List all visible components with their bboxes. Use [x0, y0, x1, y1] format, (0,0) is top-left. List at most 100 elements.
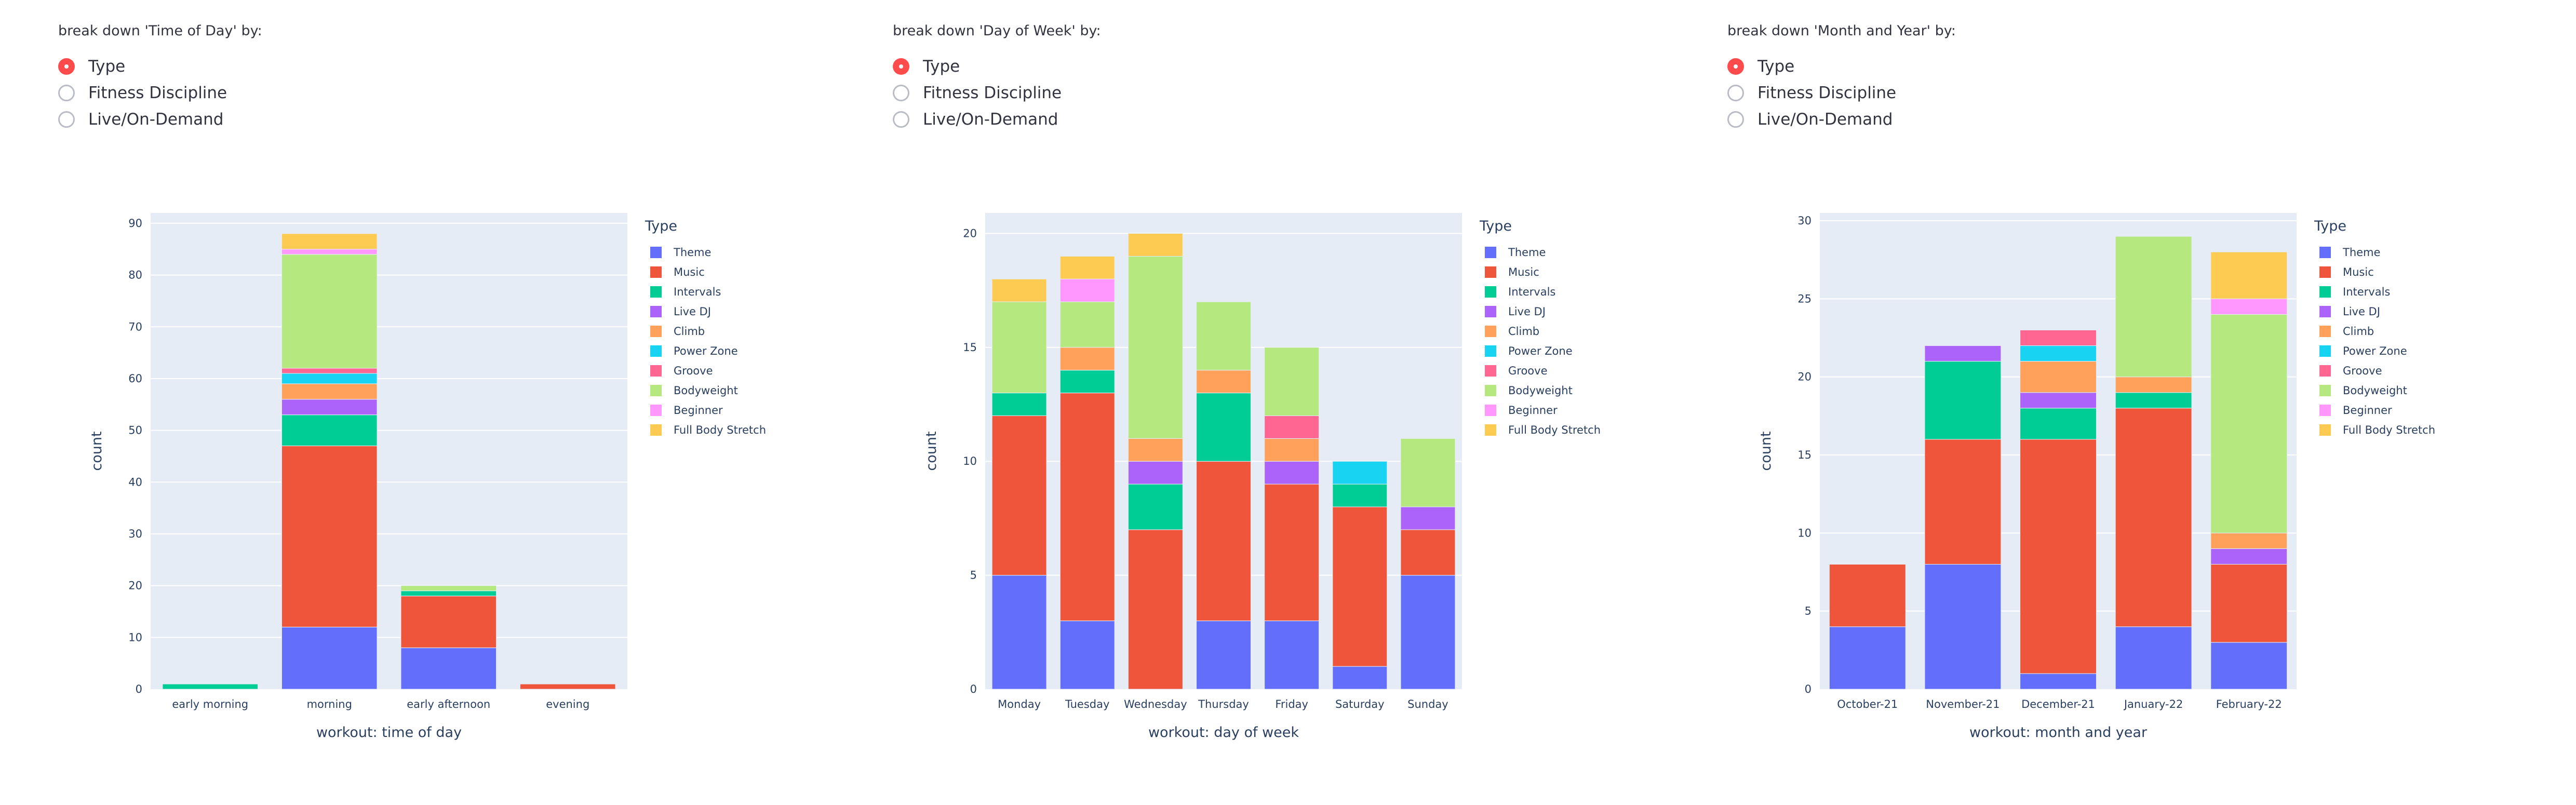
legend-swatch-groove[interactable]	[2319, 365, 2331, 377]
bar-segment-bodyweight[interactable]	[1196, 301, 1251, 371]
legend-swatch-climb[interactable]	[2319, 326, 2331, 337]
legend-swatch-intervals[interactable]	[650, 286, 662, 298]
legend-swatch-groove[interactable]	[1485, 365, 1496, 377]
legend-swatch-full-body-stretch[interactable]	[1485, 424, 1496, 436]
bar-segment-live-dj[interactable]	[1264, 461, 1320, 485]
legend-swatch-intervals[interactable]	[1485, 286, 1496, 298]
legend-swatch-full-body-stretch[interactable]	[2319, 424, 2331, 436]
radio-fitness-discipline[interactable]: Fitness Discipline	[1727, 84, 1896, 102]
legend-item-full-body-stretch[interactable]: Full Body Stretch	[2343, 424, 2435, 436]
bar-segment-live-dj[interactable]	[1400, 506, 1456, 530]
bar-segment-theme[interactable]	[1332, 666, 1388, 690]
legend-item-full-body-stretch[interactable]: Full Body Stretch	[674, 424, 766, 436]
bar-segment-beginner[interactable]	[281, 249, 378, 255]
radio-live-on-demand[interactable]: Live/On-Demand	[1727, 110, 1893, 129]
legend-item-music[interactable]: Music	[2343, 266, 2374, 278]
legend-swatch-beginner[interactable]	[1485, 405, 1496, 416]
bar-segment-theme[interactable]	[2115, 626, 2192, 690]
legend-item-groove[interactable]: Groove	[2343, 365, 2382, 377]
bar-segment-music[interactable]	[1829, 564, 1906, 627]
bar-segment-music[interactable]	[991, 415, 1047, 576]
bar-segment-beginner[interactable]	[1059, 278, 1115, 302]
bar-segment-intervals[interactable]	[1924, 361, 2002, 440]
legend-item-music[interactable]: Music	[1508, 266, 1539, 278]
bar-segment-live-dj[interactable]	[2210, 548, 2288, 565]
legend-item-live-dj[interactable]: Live DJ	[1508, 305, 1546, 318]
bar-segment-live-dj[interactable]	[1924, 345, 2002, 362]
legend-swatch-theme[interactable]	[650, 247, 662, 258]
bar-segment-climb[interactable]	[2020, 361, 2097, 393]
bar-segment-music[interactable]	[1196, 461, 1251, 621]
legend-item-climb[interactable]: Climb	[674, 325, 705, 338]
radio-type[interactable]: Type	[58, 57, 125, 76]
legend-swatch-intervals[interactable]	[2319, 286, 2331, 298]
bar-segment-full-body-stretch[interactable]	[991, 278, 1047, 302]
legend-swatch-power-zone[interactable]	[1485, 345, 1496, 357]
radio-live-on-demand[interactable]: Live/On-Demand	[58, 110, 223, 129]
bar-segment-theme[interactable]	[1924, 564, 2002, 690]
legend-item-intervals[interactable]: Intervals	[1508, 286, 1555, 298]
bar-segment-music[interactable]	[519, 683, 616, 690]
bar-segment-theme[interactable]	[1264, 620, 1320, 690]
bar-segment-full-body-stretch[interactable]	[281, 233, 378, 250]
bar-segment-intervals[interactable]	[162, 683, 259, 690]
bar-segment-intervals[interactable]	[1196, 393, 1251, 462]
bar-segment-climb[interactable]	[1128, 438, 1183, 462]
bar-segment-music[interactable]	[400, 596, 497, 648]
legend-swatch-full-body-stretch[interactable]	[650, 424, 662, 436]
bar-segment-theme[interactable]	[1196, 620, 1251, 690]
legend-swatch-climb[interactable]	[650, 326, 662, 337]
legend-swatch-live-dj[interactable]	[2319, 306, 2331, 317]
bar-segment-beginner[interactable]	[2210, 298, 2288, 315]
legend-item-groove[interactable]: Groove	[1508, 365, 1548, 377]
bar-segment-intervals[interactable]	[991, 393, 1047, 416]
bar-segment-power-zone[interactable]	[1332, 461, 1388, 485]
bar-segment-groove[interactable]	[2020, 329, 2097, 346]
legend-item-beginner[interactable]: Beginner	[674, 404, 723, 417]
legend-item-live-dj[interactable]: Live DJ	[674, 305, 711, 318]
bar-segment-theme[interactable]	[991, 575, 1047, 690]
bar-segment-intervals[interactable]	[400, 591, 497, 597]
bar-segment-music[interactable]	[1128, 529, 1183, 690]
bar-segment-music[interactable]	[2115, 408, 2192, 627]
bar-segment-intervals[interactable]	[1332, 484, 1388, 507]
bar-segment-climb[interactable]	[2210, 532, 2288, 549]
bar-segment-bodyweight[interactable]	[400, 585, 497, 592]
legend-swatch-climb[interactable]	[1485, 326, 1496, 337]
bar-segment-climb[interactable]	[1059, 347, 1115, 371]
bar-segment-theme[interactable]	[1059, 620, 1115, 690]
bar-segment-climb[interactable]	[2115, 377, 2192, 393]
bar-segment-music[interactable]	[2210, 564, 2288, 643]
bar-segment-theme[interactable]	[2020, 673, 2097, 690]
bar-segment-bodyweight[interactable]	[2210, 314, 2288, 533]
legend-swatch-theme[interactable]	[1485, 247, 1496, 258]
legend-swatch-bodyweight[interactable]	[2319, 385, 2331, 396]
legend-swatch-power-zone[interactable]	[2319, 345, 2331, 357]
bar-segment-groove[interactable]	[1264, 415, 1320, 439]
legend-item-beginner[interactable]: Beginner	[2343, 404, 2392, 417]
legend-item-power-zone[interactable]: Power Zone	[2343, 345, 2407, 357]
bar-segment-power-zone[interactable]	[281, 373, 378, 384]
legend-item-bodyweight[interactable]: Bodyweight	[2343, 384, 2407, 397]
bar-segment-climb[interactable]	[281, 383, 378, 400]
bar-segment-full-body-stretch[interactable]	[1128, 233, 1183, 257]
bar-segment-power-zone[interactable]	[2020, 345, 2097, 362]
legend-item-live-dj[interactable]: Live DJ	[2343, 305, 2380, 318]
radio-type[interactable]: Type	[1727, 57, 1794, 76]
bar-segment-intervals[interactable]	[1128, 484, 1183, 530]
bar-segment-music[interactable]	[2020, 439, 2097, 674]
radio-live-on-demand[interactable]: Live/On-Demand	[893, 110, 1058, 129]
legend-item-power-zone[interactable]: Power Zone	[1508, 345, 1573, 357]
legend-item-intervals[interactable]: Intervals	[674, 286, 721, 298]
bar-segment-music[interactable]	[1264, 484, 1320, 621]
bar-segment-music[interactable]	[1400, 529, 1456, 576]
bar-segment-music[interactable]	[1059, 393, 1115, 621]
bar-segment-bodyweight[interactable]	[991, 301, 1047, 394]
radio-type[interactable]: Type	[893, 57, 960, 76]
legend-item-climb[interactable]: Climb	[2343, 325, 2374, 338]
bar-segment-bodyweight[interactable]	[1128, 256, 1183, 439]
bar-segment-groove[interactable]	[281, 368, 378, 374]
legend-item-bodyweight[interactable]: Bodyweight	[1508, 384, 1573, 397]
bar-segment-bodyweight[interactable]	[281, 254, 378, 369]
bar-segment-live-dj[interactable]	[2020, 392, 2097, 409]
